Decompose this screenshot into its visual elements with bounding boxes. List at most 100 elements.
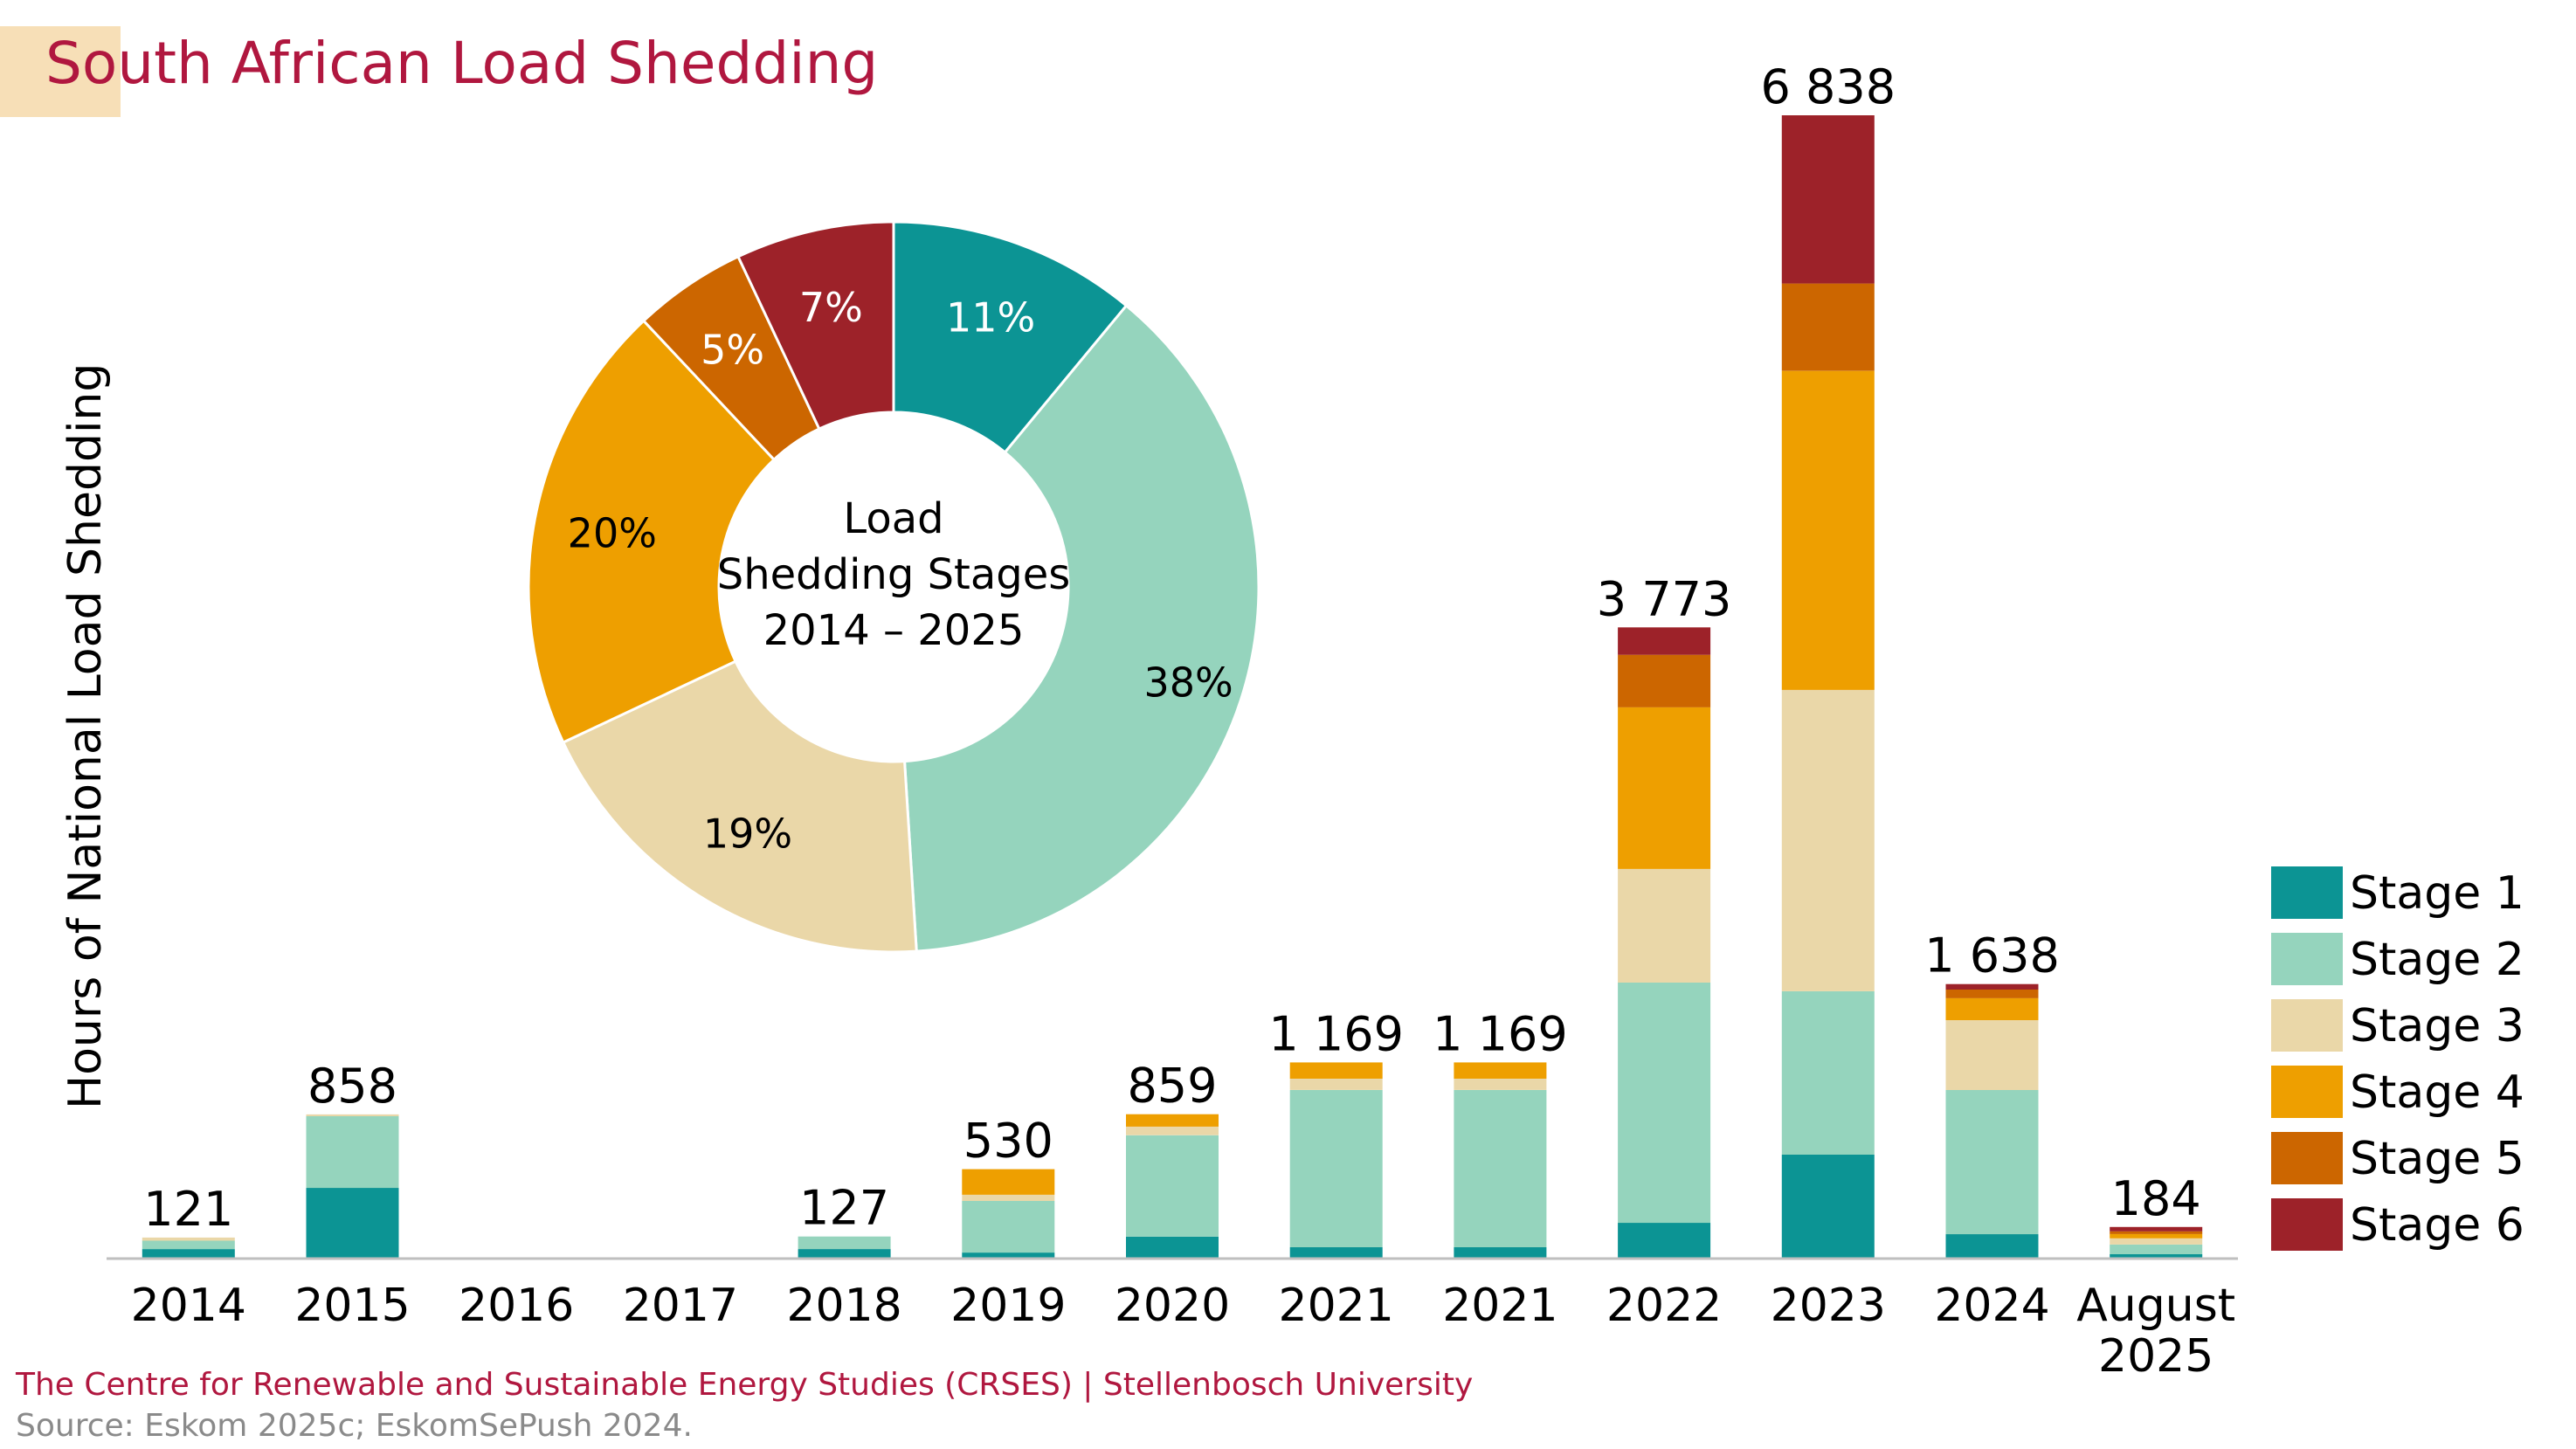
bar-segment-stage-6 [2110, 1226, 2203, 1232]
donut-chart: 11% 38% 19% 20% 5% 7% Load Shedding Stages 2014 … [527, 220, 1260, 954]
x-tick-label: 2019 [950, 1280, 1066, 1332]
bar-segment-stage-1 [1781, 1155, 1875, 1258]
legend-swatch-stage-3 [2271, 999, 2343, 1052]
bar-segment-stage-4 [2110, 1233, 2203, 1239]
bar-total-label: 184 [2111, 1171, 2201, 1226]
bar-total-label: 858 [307, 1059, 397, 1114]
bar-segment-stage-4 [1454, 1062, 1547, 1079]
x-tick-label: 2014 [131, 1280, 246, 1332]
donut-slice-label: 38% [1143, 659, 1233, 707]
bar-segment-stage-3 [962, 1194, 1055, 1201]
bar-segment-stage-3 [1289, 1078, 1383, 1090]
bar-segment-stage-2 [142, 1240, 235, 1250]
donut-slice-label: 19% [703, 810, 792, 857]
bar-segment-stage-1 [306, 1188, 399, 1258]
bar-total-label: 1 638 [1924, 928, 2060, 983]
donut-slice-label: 20% [568, 510, 657, 557]
legend-swatch-stage-2 [2271, 933, 2343, 985]
bar-segment-stage-5 [2110, 1231, 2203, 1234]
legend-swatch-stage-1 [2271, 866, 2343, 919]
donut-center-title-line: Shedding Stages [717, 550, 1071, 599]
bar-segment-stage-6 [1781, 115, 1875, 284]
x-tick-label: 2018 [786, 1280, 901, 1332]
legend-swatch-stage-4 [2271, 1066, 2343, 1118]
bar-segment-stage-5 [1945, 990, 2039, 998]
bar-segment-stage-1 [1618, 1223, 1711, 1258]
legend-label: Stage 6 [2350, 1199, 2524, 1252]
bar-segment-stage-4 [1289, 1062, 1383, 1079]
bar-total-labels: 121 858 127 530 859 1 169 1 169 3 773 6 838 1 638… [143, 59, 2200, 1237]
legend: Stage 1 Stage 2 Stage 3 Stage 4 Stage 5 Stage… [2271, 866, 2524, 1252]
legend-label: Stage 2 [2350, 934, 2524, 986]
donut-slice-stage-3 [561, 659, 918, 954]
bar-segment-stage-2 [1454, 1090, 1547, 1247]
x-tick-label: 2025 [2098, 1330, 2213, 1383]
legend-swatch-stage-5 [2271, 1132, 2343, 1184]
bar-total-label: 3 773 [1597, 571, 1732, 626]
x-tick-label: 2021 [1442, 1280, 1557, 1332]
x-tick-label: 2015 [294, 1280, 410, 1332]
x-tick-label: 2017 [623, 1280, 738, 1332]
bar-segment-stage-2 [962, 1201, 1055, 1253]
bar-total-label: 530 [963, 1114, 1053, 1169]
bars-group [142, 115, 2203, 1258]
bar-segment-stage-2 [1126, 1135, 1219, 1237]
bar-segment-stage-4 [962, 1169, 1055, 1195]
x-tick-label: 2022 [1606, 1280, 1722, 1332]
bar-segment-stage-1 [1289, 1246, 1383, 1258]
bar-segment-stage-3 [1454, 1078, 1547, 1090]
bar-segment-stage-2 [1945, 1090, 2039, 1235]
donut-slice-stage-6 [736, 220, 895, 431]
bar-segment-stage-3 [1945, 1020, 2039, 1090]
donut-slice-label: 11% [946, 293, 1035, 341]
title-accent-block [0, 26, 121, 117]
donut-slice-stage-2 [902, 303, 1260, 953]
bar-segment-stage-3 [142, 1237, 235, 1241]
footer-credit: The Centre for Renewable and Sustainable… [16, 1367, 1474, 1403]
bar-segment-stage-3 [1126, 1126, 1219, 1135]
x-tick-labels: 2014 2015 2016 2017 2018 2019 2020 2021 2021 2022… [131, 1280, 2236, 1383]
bar-segment-stage-4 [1618, 707, 1711, 869]
bar-segment-stage-3 [1618, 868, 1711, 983]
donut-slice-label: 5% [701, 327, 764, 374]
bar-total-label: 121 [143, 1182, 233, 1237]
x-tick-label: August [2076, 1280, 2235, 1332]
donut-slice-stage-1 [892, 220, 1129, 455]
bar-segment-stage-1 [798, 1249, 891, 1258]
x-tick-label: 2021 [1279, 1280, 1394, 1332]
legend-label: Stage 1 [2350, 867, 2524, 920]
bar-segment-stage-2 [1781, 990, 1875, 1155]
bar-segment-stage-4 [1126, 1114, 1219, 1127]
bar-segment-stage-1 [1454, 1246, 1547, 1258]
bar-segment-stage-4 [1945, 997, 2039, 1020]
bar-segment-stage-5 [1781, 283, 1875, 371]
bar-total-label: 859 [1127, 1059, 1217, 1114]
bar-segment-stage-1 [1945, 1234, 2039, 1258]
donut-center-title-line: Load [843, 494, 943, 543]
bar-segment-stage-2 [2110, 1244, 2203, 1254]
legend-label: Stage 4 [2350, 1066, 2524, 1119]
bar-segment-stage-6 [1618, 627, 1711, 655]
bar-segment-stage-6 [1945, 983, 2039, 990]
x-tick-label: 2020 [1115, 1280, 1230, 1332]
bar-segment-stage-3 [1781, 689, 1875, 991]
legend-label: Stage 3 [2350, 1000, 2524, 1052]
legend-label: Stage 5 [2350, 1133, 2524, 1185]
donut-center-title-line: 2014 – 2025 [763, 606, 1025, 655]
x-tick-label: 2016 [459, 1280, 574, 1332]
bar-segment-stage-4 [1781, 370, 1875, 690]
footer-source: Source: Eskom 2025c; EskomSePush 2024. [16, 1408, 693, 1444]
legend-swatch-stage-6 [2271, 1198, 2343, 1251]
x-tick-label: 2024 [1934, 1280, 2049, 1332]
bar-segment-stage-2 [1618, 983, 1711, 1224]
bar-segment-stage-1 [962, 1252, 1055, 1258]
bar-segment-stage-3 [306, 1114, 399, 1116]
x-tick-label: 2023 [1771, 1280, 1886, 1332]
bar-segment-stage-5 [1618, 654, 1711, 707]
bar-segment-stage-1 [142, 1249, 235, 1258]
bar-total-label: 1 169 [1268, 1006, 1404, 1061]
page-title: South African Load Shedding [45, 30, 879, 97]
donut-slice-label: 7% [799, 284, 863, 331]
bar-total-label: 1 169 [1433, 1006, 1568, 1061]
